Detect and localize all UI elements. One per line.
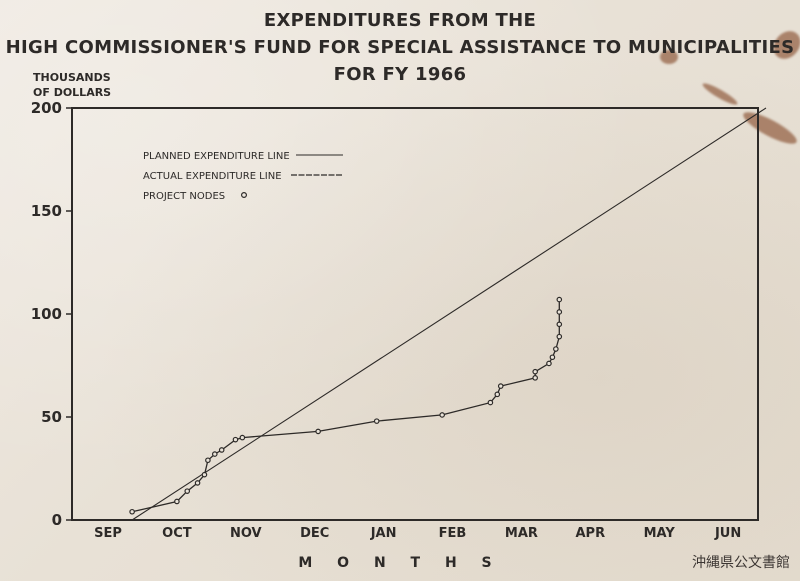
project-node xyxy=(487,399,494,406)
legend-node-swatch xyxy=(241,192,248,199)
x-tick-label: JUN xyxy=(714,526,741,541)
x-ticks: SEP OCT NOV DEC JAN FEB MAR APR MAY JUN xyxy=(94,526,741,541)
project-node xyxy=(315,428,321,435)
chart-title-line-3: FOR FY 1966 xyxy=(333,64,467,85)
planned-expenditure-line xyxy=(131,107,767,521)
x-tick-label: DEC xyxy=(300,526,329,541)
project-node xyxy=(184,488,191,494)
x-tick-label: APR xyxy=(575,526,605,541)
x-tick-label: FEB xyxy=(439,526,467,541)
y-ticks: 0 50 100 150 200 xyxy=(31,99,72,529)
x-tick-label: NOV xyxy=(230,526,262,541)
project-node xyxy=(549,354,556,361)
project-node xyxy=(556,321,563,328)
project-node xyxy=(201,471,208,478)
chart-title-line-2: HIGH COMMISSIONER'S FUND FOR SPECIAL ASS… xyxy=(5,37,795,58)
project-node xyxy=(497,383,504,389)
project-node xyxy=(494,391,501,398)
x-tick-label: SEP xyxy=(94,526,122,541)
project-node xyxy=(205,457,211,464)
chart-title-line-1: EXPENDITURES FROM THE xyxy=(263,10,537,31)
y-tick-label: 100 xyxy=(31,305,62,323)
x-tick-label: OCT xyxy=(162,526,192,541)
project-node xyxy=(556,333,563,340)
x-tick-label: JAN xyxy=(370,526,397,541)
plot-frame xyxy=(71,107,759,521)
y-tick-label: 200 xyxy=(31,99,62,117)
x-tick-label: MAR xyxy=(505,526,538,541)
project-node xyxy=(218,447,225,453)
y-tick-label: 0 xyxy=(52,511,62,529)
project-node xyxy=(194,480,201,486)
legend-label: PROJECT NODES xyxy=(143,191,225,202)
project-node xyxy=(129,508,135,515)
project-node xyxy=(211,451,218,457)
legend: PLANNED EXPENDITURE LINE ACTUAL EXPENDITU… xyxy=(143,151,343,202)
legend-label: PLANNED EXPENDITURE LINE xyxy=(143,151,290,162)
y-tick-label: 50 xyxy=(41,408,62,426)
project-node xyxy=(546,360,552,367)
project-node xyxy=(174,498,180,505)
y-tick-label: 150 xyxy=(31,202,62,220)
project-node xyxy=(532,375,538,381)
project-node xyxy=(239,434,246,441)
project-node xyxy=(232,436,239,443)
project-node xyxy=(373,418,380,424)
plot-area xyxy=(71,107,767,521)
x-tick-label: MAY xyxy=(644,526,676,541)
y-axis-label: THOUSANDS OF DOLLARS xyxy=(33,70,111,100)
rust-stain xyxy=(660,50,678,64)
project-node xyxy=(532,368,538,375)
project-node xyxy=(556,309,563,315)
project-node xyxy=(556,296,563,303)
legend-label: ACTUAL EXPENDITURE LINE xyxy=(143,171,282,182)
y-axis-label-line-2: OF DOLLARS xyxy=(33,86,112,99)
project-node xyxy=(553,346,559,352)
y-axis-label-line-1: THOUSANDS xyxy=(33,71,111,84)
actual-expenditure-line xyxy=(131,299,560,513)
project-node xyxy=(439,412,445,418)
x-axis-label: M O N T H S xyxy=(298,555,502,571)
archive-watermark: 沖縄県公文書館 xyxy=(692,555,790,571)
